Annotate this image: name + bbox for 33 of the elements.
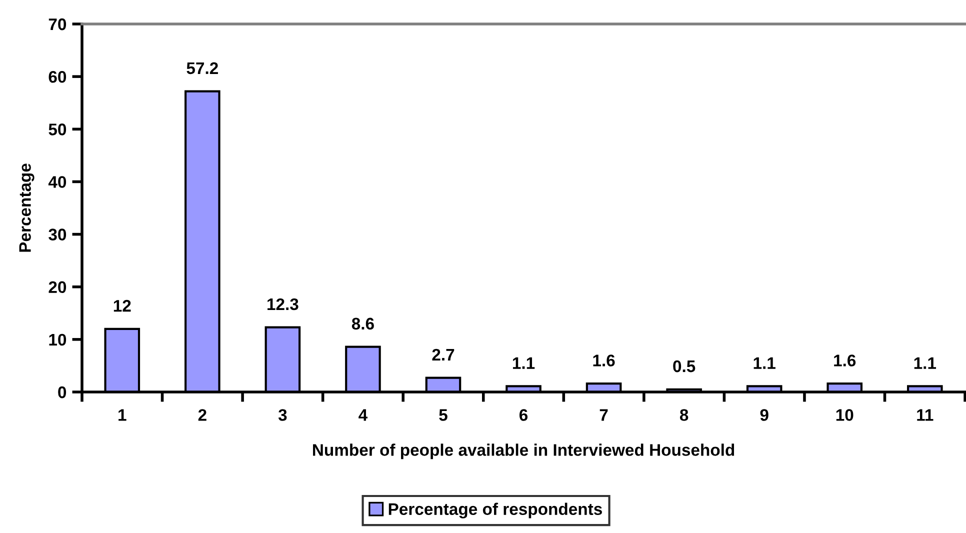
x-tick-label: 5	[439, 409, 448, 421]
data-label: 57.2	[186, 62, 218, 74]
y-tick-label: 10	[49, 334, 66, 346]
data-label: 12.3	[268, 298, 298, 310]
y-tick-label: 30	[48, 228, 66, 241]
data-label: 1.6	[834, 354, 856, 366]
x-tick-label: 9	[760, 409, 768, 421]
y-axis-title: Percentage	[19, 164, 34, 252]
data-label: 8.6	[352, 318, 374, 330]
x-tick-label: 7	[600, 409, 608, 421]
data-label: 1.1	[754, 357, 776, 369]
data-label: 1.1	[512, 357, 535, 369]
x-tick-label: 6	[519, 409, 528, 421]
x-axis-title: Number of people available in Interviewed Household	[313, 444, 734, 460]
y-tick-label: 70	[48, 18, 66, 30]
x-tick-label: 10	[836, 409, 854, 421]
y-tick-label: 60	[48, 70, 66, 83]
x-tick-label: 4	[358, 409, 368, 421]
y-tick-label: 0	[58, 386, 66, 398]
x-tick-label: 8	[680, 409, 688, 421]
legend-label: Percentage of respondents	[388, 502, 602, 518]
x-tick-label: 2	[198, 409, 206, 421]
y-tick-label: 40	[48, 176, 66, 188]
data-label: 12	[114, 300, 131, 312]
data-label: 0.5	[673, 360, 696, 372]
x-tick-label: 1	[118, 409, 126, 421]
y-tick-label: 50	[48, 124, 66, 136]
data-label: 1.1	[914, 357, 936, 369]
x-tick-label: 3	[278, 409, 287, 421]
data-label: 2.7	[432, 348, 454, 360]
y-tick-label: 20	[48, 281, 66, 294]
x-tick-label: 11	[917, 409, 934, 421]
data-label: 1.6	[593, 354, 615, 366]
